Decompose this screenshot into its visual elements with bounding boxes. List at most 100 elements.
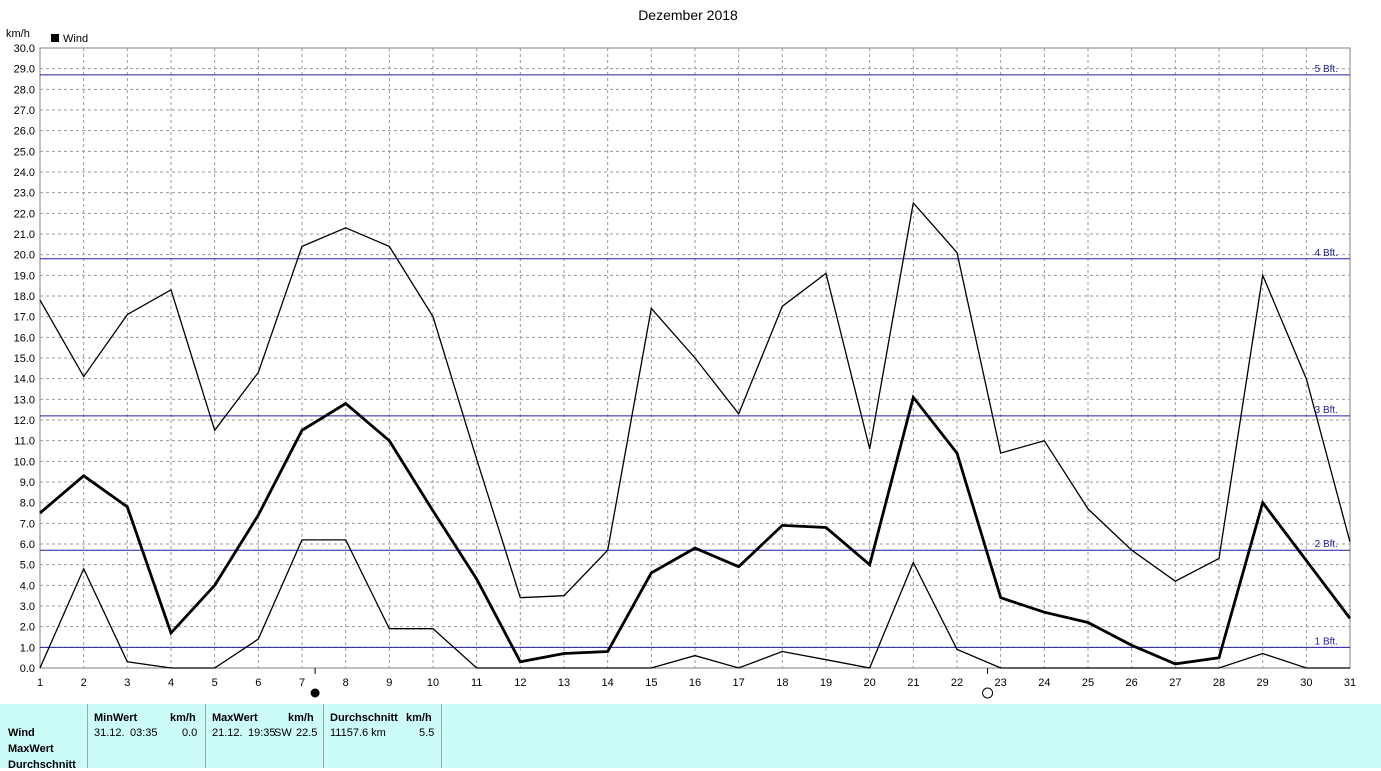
chart-title: Dezember 2018 <box>638 7 738 23</box>
series-line-avg <box>39 394 1352 666</box>
x-tick-label: 25 <box>1082 677 1094 689</box>
legend-swatch <box>51 34 59 42</box>
x-tick-label: 12 <box>514 677 526 689</box>
x-tick-label: 11 <box>471 677 482 689</box>
y-tick-label: 8.0 <box>20 498 35 510</box>
header-min-unit: km/h <box>170 712 196 724</box>
beaufort-label: 3 Bft. <box>1315 405 1338 416</box>
y-tick-label: 23.0 <box>14 188 35 200</box>
y-tick-label: 3.0 <box>20 601 35 613</box>
x-tick-label: 2 <box>81 677 87 689</box>
y-tick-label: 22.0 <box>14 208 35 220</box>
y-tick-label: 17.0 <box>14 312 35 324</box>
max-value: 22.5 <box>296 727 318 739</box>
divider <box>323 704 324 768</box>
y-tick-label: 13.0 <box>14 394 35 406</box>
y-tick-label: 2.0 <box>20 622 35 634</box>
y-tick-label: 14.0 <box>14 374 35 386</box>
new-moon-icon <box>310 688 320 698</box>
x-tick-label: 21 <box>907 677 919 689</box>
y-tick-label: 10.0 <box>14 456 35 468</box>
x-tick-label: 22 <box>951 677 963 689</box>
avg-value: 5.5 <box>419 727 435 739</box>
x-tick-label: 19 <box>820 677 832 689</box>
header-min: MinWert <box>94 712 138 724</box>
y-tick-label: 5.0 <box>20 560 35 572</box>
y-tick-label: 25.0 <box>14 146 35 158</box>
y-tick-label: 26.0 <box>14 126 35 138</box>
y-tick-label: 11.0 <box>14 436 35 448</box>
x-tick-label: 28 <box>1213 677 1225 689</box>
min-time: 03:35 <box>130 727 158 739</box>
x-tick-label: 1 <box>37 677 43 689</box>
series <box>39 201 1352 669</box>
y-tick-label: 19.0 <box>14 270 35 282</box>
y-tick-label: 4.0 <box>20 580 35 592</box>
y-tick-labels: 0.0 1.0 2.0 3.0 4.0 5.0 6.0 7.0 8.0 9.0 10.0 11.0 12… <box>14 43 35 675</box>
divider <box>87 704 88 768</box>
moon-phases <box>310 668 994 699</box>
y-tick-label: 7.0 <box>20 518 35 530</box>
x-tick-label: 26 <box>1126 677 1138 689</box>
x-tick-label: 29 <box>1257 677 1269 689</box>
x-tick-label: 27 <box>1169 677 1181 689</box>
y-tick-label: 18.0 <box>14 291 35 303</box>
x-tick-label: 15 <box>645 677 657 689</box>
x-tick-label: 23 <box>995 677 1007 689</box>
y-tick-label: 15.0 <box>14 353 35 365</box>
series-line-min <box>39 539 1350 669</box>
row-label-wind: Wind <box>8 727 35 739</box>
y-tick-label: 9.0 <box>20 477 35 489</box>
x-tick-label: 24 <box>1038 677 1050 689</box>
min-value: 0.0 <box>182 727 198 739</box>
legend-label: Wind <box>63 33 88 45</box>
y-tick-label: 30.0 <box>14 43 35 55</box>
x-tick-label: 3 <box>124 677 130 689</box>
x-tick-label: 17 <box>733 677 745 689</box>
x-tick-label: 13 <box>558 677 570 689</box>
y-tick-label: 0.0 <box>20 663 35 675</box>
divider <box>205 704 206 768</box>
distance: 11157.6 km <box>330 727 386 739</box>
y-tick-label: 12.0 <box>14 415 35 427</box>
x-tick-label: 31 <box>1344 677 1356 689</box>
x-tick-label: 8 <box>343 677 349 689</box>
header-max: MaxWert <box>212 712 258 724</box>
series-line-max <box>39 201 1351 599</box>
y-tick-label: 6.0 <box>20 539 35 551</box>
y-axis-unit: km/h <box>6 28 30 40</box>
header-max-unit: km/h <box>288 712 314 724</box>
max-date: 21.12. <box>212 727 243 739</box>
x-tick-labels: 1 2 3 4 5 6 7 8 9 10 11 12 13 14 15 16 17 18 19 20 21 22 23 24 2… <box>37 677 1356 689</box>
wind-chart: Dezember 2018 km/h Wind 1 Bft. 2 Bft. 3 Bf… <box>6 7 1356 699</box>
y-tick-label: 20.0 <box>14 250 35 262</box>
x-tick-label: 30 <box>1300 677 1312 689</box>
x-tick-label: 18 <box>776 677 788 689</box>
full-moon-icon <box>982 687 994 699</box>
divider <box>441 704 442 768</box>
max-direction: SW <box>274 727 292 739</box>
beaufort-label: 2 Bft. <box>1315 539 1338 550</box>
beaufort-label: 4 Bft. <box>1315 248 1338 259</box>
row-label-avg: Durchschnitt <box>8 759 76 771</box>
x-tick-label: 4 <box>168 677 174 689</box>
beaufort-label: 5 Bft. <box>1315 64 1338 75</box>
y-tick-label: 16.0 <box>14 332 35 344</box>
y-tick-label: 1.0 <box>20 642 35 654</box>
header-avg: Durchschnitt <box>330 712 398 724</box>
x-tick-label: 10 <box>427 677 439 689</box>
x-tick-label: 16 <box>689 677 701 689</box>
min-date: 31.12. <box>94 727 125 739</box>
x-tick-label: 7 <box>299 677 305 689</box>
y-tick-label: 29.0 <box>14 64 35 76</box>
x-tick-label: 20 <box>864 677 876 689</box>
row-label-max: MaxWert <box>8 743 54 755</box>
x-tick-label: 6 <box>255 677 261 689</box>
beaufort-label: 1 Bft. <box>1315 636 1338 647</box>
y-tick-label: 21.0 <box>14 229 35 241</box>
x-tick-label: 9 <box>386 677 392 689</box>
stats-panel: MinWert km/h MaxWert km/h Durchschnitt k… <box>0 704 1381 771</box>
x-tick-label: 14 <box>602 677 614 689</box>
y-tick-label: 28.0 <box>14 84 35 96</box>
x-tick-label: 5 <box>212 677 218 689</box>
